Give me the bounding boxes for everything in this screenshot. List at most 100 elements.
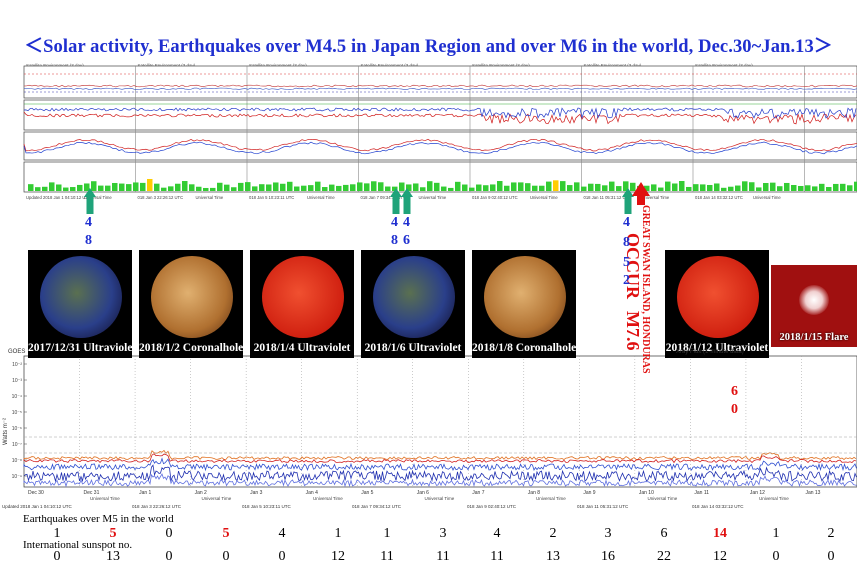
kp-bar [77, 184, 83, 191]
kp-bar [812, 186, 818, 191]
kp-bar [329, 184, 335, 191]
kp-bar [203, 187, 209, 191]
kp-bar [819, 183, 825, 191]
updated-label: 018 Jan 11 05:31:12 UTC [584, 195, 632, 200]
kp-bar [399, 182, 405, 191]
earthquake-count: 1 [772, 526, 780, 541]
kp-bar [504, 185, 510, 191]
kp-bar [518, 182, 524, 191]
kp-bar [623, 181, 629, 191]
satellite-header: Satellite Environment (3 day) [138, 63, 196, 68]
sun-disk [373, 256, 455, 338]
universal-time-label-lower: Universal Time [759, 496, 789, 501]
satellite-header: Satellite Environment (3 day) [26, 63, 84, 68]
solar-image-caption: 2018/1/4 Ultraviolet [253, 342, 351, 354]
earthquake-count: 1 [53, 526, 61, 541]
kp-bar [119, 183, 125, 191]
kp-bar [672, 183, 678, 191]
universal-time-label-lower: Universal Time [313, 496, 343, 501]
date-tick-label: Jan 6 [417, 490, 429, 496]
earthquake-count: 1 [383, 526, 391, 541]
xray-long-series [23, 449, 857, 461]
earthquake-count: 0 [165, 526, 173, 541]
kp-bar [434, 182, 440, 191]
date-tick-label: Jan 12 [750, 490, 765, 496]
kp-bar [231, 187, 237, 191]
solar-image-3: 2018/1/4 Ultraviolet [250, 250, 354, 358]
jan10-digit-2: 8 [623, 235, 630, 250]
m60-digit-2: 0 [731, 402, 738, 417]
updated-label-lower: Updated 2018 Jan 1 04:10:12 UTC [2, 504, 73, 509]
y-tick-label: 10⁻² [12, 362, 22, 368]
updated-label: 018 Jan 7 09:34:12 UTC [361, 195, 407, 200]
kp-bar [420, 187, 426, 191]
kp-bar [406, 184, 412, 191]
jan6-digit-2: 4 [403, 215, 410, 230]
kp-bar [84, 183, 90, 191]
updated-label: 018 Jan 9 02:40:12 UTC [472, 195, 518, 200]
kp-bar [105, 185, 111, 191]
magnetometer-series-2 [23, 141, 857, 155]
page-title: ＜Solar activity, Earthquakes over M4.5 i… [24, 37, 833, 57]
date-tick-label: Jan 8 [528, 490, 540, 496]
kp-bar [28, 184, 34, 191]
date-tick-label: Jan 2 [195, 490, 207, 496]
earthquake-count: 5 [109, 526, 117, 541]
sun-disk [799, 285, 829, 315]
kp-bar [630, 182, 636, 191]
kp-bar [322, 187, 328, 191]
xray-short-series-3 [23, 473, 857, 488]
kp-bar [245, 182, 251, 191]
kp-bar [91, 181, 97, 191]
y-tick-label: 10⁻⁷ [12, 442, 22, 448]
sunspot-row-label: International sunspot no. [23, 539, 133, 551]
sun-disk [262, 256, 344, 338]
date-tick-label: Jan 3 [250, 490, 262, 496]
sunspot-count: 0 [278, 549, 286, 564]
kp-bar [609, 181, 615, 191]
quake-arrow-jan10 [622, 188, 634, 214]
kp-bar [392, 186, 398, 191]
updated-label: 018 Jan 5 10:23:11 UTC [249, 195, 294, 200]
callout-occur: OCCUR [623, 233, 643, 299]
kp-bar [651, 184, 657, 191]
universal-time-label-lower: Universal Time [90, 496, 120, 501]
sun-disk [677, 256, 759, 338]
universal-time-label: Universal Time [530, 195, 558, 200]
kp-bar [280, 183, 286, 191]
updated-label: Updated 2018 Jan 1 04:10:12 UTC [26, 195, 91, 200]
earthquake-count: 2 [549, 526, 557, 541]
solar-image-5: 2018/1/8 Coronalhole [472, 250, 576, 358]
jan10-digit-1: 4 [623, 215, 630, 230]
kp-bar [35, 187, 41, 191]
xray-long-series-2 [23, 453, 857, 464]
kp-bar [308, 185, 314, 191]
satellite-header: Satellite Environment (3 day) [361, 63, 419, 68]
universal-time-label: Universal Time [642, 195, 670, 200]
sun-disk [40, 256, 122, 338]
earthquake-count: 2 [827, 526, 835, 541]
sunspot-count: 11 [490, 549, 504, 564]
date-tick-label: Jan 13 [805, 490, 820, 496]
updated-label-lower: 018 Jan 11 05:31:12 UTC [577, 504, 629, 509]
kp-bar [350, 184, 356, 191]
kp-bar [455, 181, 461, 191]
sunspot-count: 13 [106, 549, 120, 564]
sunspot-count: 12 [713, 549, 727, 564]
satellite-header: Satellite Environment (3 day) [249, 63, 307, 68]
updated-label: 018 Jan 3 22:26:12 UTC [138, 195, 184, 200]
solar-image-caption: 2018/1/8 Coronalhole [472, 342, 576, 354]
kp-bar [413, 183, 419, 191]
y-tick-label: 10⁻⁸ [12, 458, 22, 464]
kp-bar [161, 187, 167, 191]
quake-arrow-jan1 [84, 188, 96, 214]
kp-bar [483, 185, 489, 191]
kp-bar [791, 185, 797, 191]
kp-bar [441, 186, 447, 191]
y-tick-label: 10⁻⁶ [12, 426, 22, 432]
sunspot-count: 0 [827, 549, 835, 564]
jan10-digit-3: 5 [623, 255, 630, 270]
satellite-header: Satellite Environment (3 day) [584, 63, 642, 68]
universal-time-label-lower: Universal Time [536, 496, 566, 501]
sunspot-count: 11 [436, 549, 450, 564]
